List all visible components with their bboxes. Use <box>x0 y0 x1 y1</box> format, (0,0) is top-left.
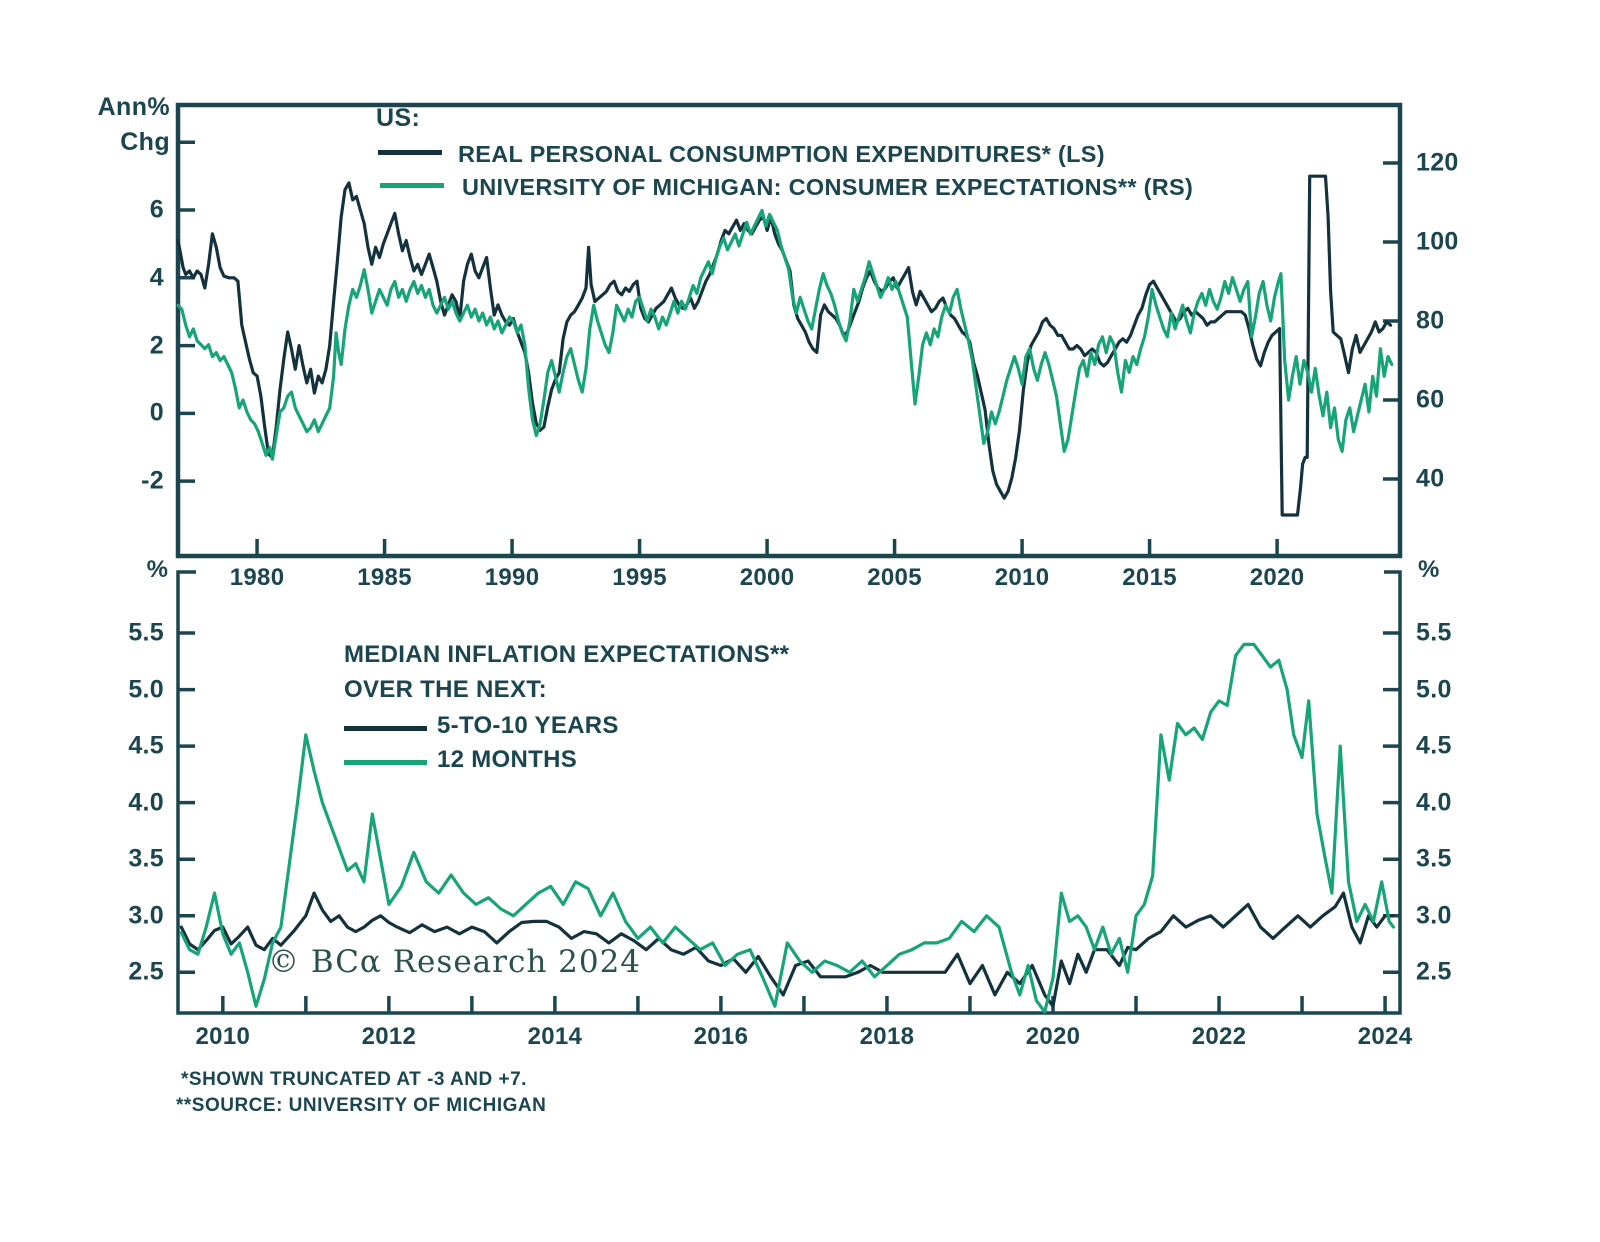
y-axis-label-left: 0 <box>149 398 164 427</box>
y-axis-label-left: -2 <box>141 466 164 495</box>
footnote-truncation: *SHOWN TRUNCATED AT -3 AND +7. <box>181 1069 527 1090</box>
x-axis-label: 2020 <box>1025 1023 1081 1050</box>
bottom-legend-title-line1: MEDIAN INFLATION EXPECTATIONS** <box>344 641 790 668</box>
x-axis-label: 2014 <box>527 1023 583 1050</box>
y-axis-label-right: 4.5 <box>1416 731 1452 760</box>
x-axis-label: 2012 <box>361 1023 417 1050</box>
panel-frame <box>175 102 1403 559</box>
y-axis-label-left: 4.0 <box>128 788 164 817</box>
y-axis-label-left: 4.5 <box>128 731 164 760</box>
x-axis-label: 1995 <box>612 564 667 591</box>
bottom-right-percent-label: % <box>1418 556 1440 583</box>
top-legend-label-umich: UNIVERSITY OF MICHIGAN: CONSUMER EXPECTA… <box>462 174 1194 200</box>
bca-research-watermark: © BCα Research 2024 <box>268 944 642 980</box>
y-axis-label-right: 40 <box>1416 464 1445 493</box>
series-line <box>179 891 1396 1008</box>
y-axis-label-right: 100 <box>1416 227 1459 256</box>
y-axis-label-left: 2 <box>149 331 164 360</box>
x-axis-label: 1990 <box>484 564 540 591</box>
y-axis-label-left: 5.0 <box>128 675 164 704</box>
left-axis-unit-line1: Ann% <box>97 93 170 121</box>
x-axis-label: 2020 <box>1249 564 1305 591</box>
y-axis-label-right: 3.5 <box>1416 844 1452 873</box>
y-axis-label-right: 120 <box>1416 148 1459 177</box>
series-line <box>176 208 1394 461</box>
x-axis-label: 2010 <box>195 1023 251 1050</box>
x-axis-label: 2022 <box>1191 1023 1247 1050</box>
top-legend-title: US: <box>376 104 421 132</box>
bottom-legend-label-12mo: 12 MONTHS <box>437 746 578 773</box>
x-axis-label: 2024 <box>1357 1023 1413 1050</box>
five-to-ten-line-swatch <box>344 726 427 731</box>
pce-line-swatch <box>378 150 442 155</box>
y-axis-label-right: 4.0 <box>1416 788 1452 817</box>
y-axis-label-right: 5.0 <box>1416 675 1452 704</box>
x-axis-label: 2005 <box>867 564 922 591</box>
left-axis-unit-line2: Chg <box>120 128 170 156</box>
x-axis-label: 2010 <box>994 564 1050 591</box>
y-axis-label-left: 6 <box>149 195 164 224</box>
x-axis-label: 2015 <box>1122 564 1177 591</box>
y-axis-label-right: 3.0 <box>1416 901 1452 930</box>
label-band <box>196 560 1384 596</box>
series-line <box>179 642 1396 1014</box>
y-axis-label-left: 4 <box>149 263 164 292</box>
y-axis-label-left: 3.5 <box>128 844 164 873</box>
y-axis-label-left: 5.5 <box>128 618 164 647</box>
y-axis-label-right: 5.5 <box>1416 618 1452 647</box>
top-panel <box>175 102 1403 559</box>
y-axis-label-right: 60 <box>1416 385 1445 414</box>
x-axis-label: 2000 <box>739 564 795 591</box>
x-axis-label: 1985 <box>357 564 412 591</box>
series-line <box>176 174 1393 517</box>
footnote-source: **SOURCE: UNIVERSITY OF MICHIGAN <box>176 1095 547 1116</box>
top-legend-label-pce: REAL PERSONAL CONSUMPTION EXPENDITURES* … <box>458 141 1105 167</box>
x-axis-label: 2016 <box>693 1023 749 1050</box>
twelve-months-line-swatch <box>344 760 427 765</box>
x-axis-label: 2018 <box>859 1023 915 1050</box>
y-axis-label-left: 2.5 <box>128 957 164 986</box>
x-axis-label: 1980 <box>229 564 285 591</box>
y-axis-label-right: 2.5 <box>1416 957 1452 986</box>
y-axis-label-left: 3.0 <box>128 901 164 930</box>
bottom-legend-label-5to10: 5-TO-10 YEARS <box>437 712 619 739</box>
bottom-legend-title-line2: OVER THE NEXT: <box>344 676 547 703</box>
bottom-left-percent-label: % <box>146 556 168 583</box>
y-axis-label-right: 80 <box>1416 306 1445 335</box>
umich-line-swatch <box>380 183 444 188</box>
